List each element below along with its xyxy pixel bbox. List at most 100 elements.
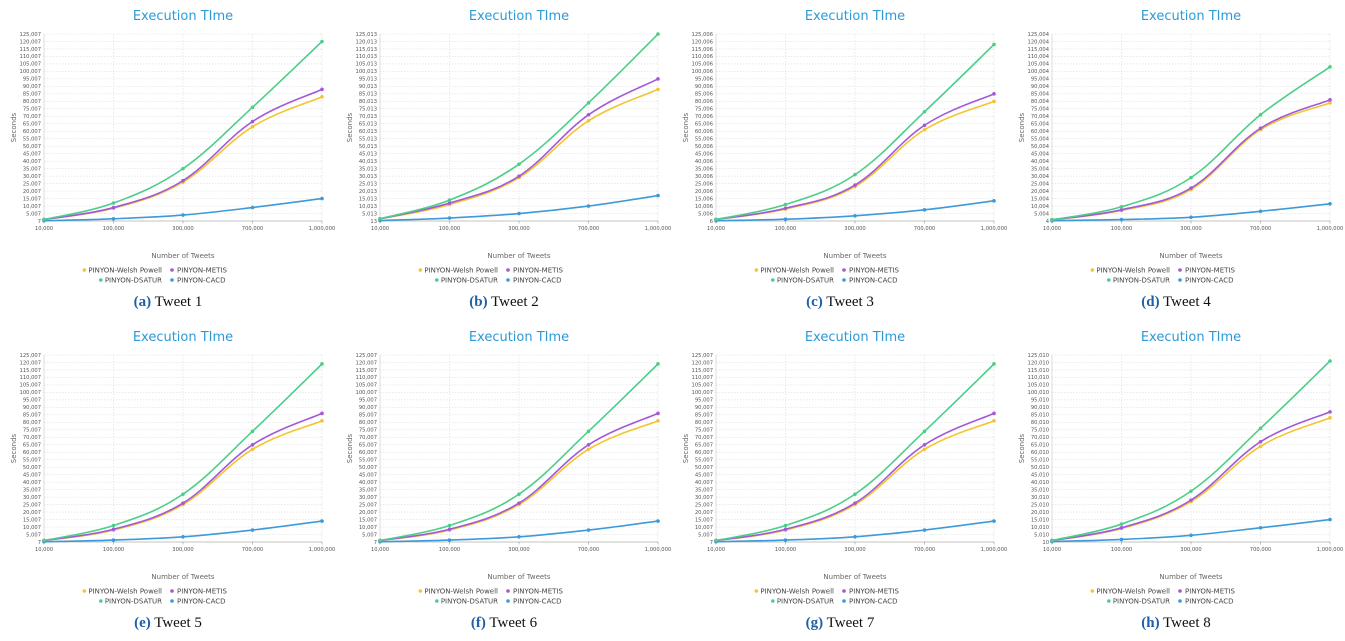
chart-panel: Execution TIme 7 5,007 10,007 15,007 20,007 25… [336, 321, 672, 641]
x-tick-label: 10,000 [371, 547, 389, 553]
y-tick-label: 125,013 [356, 32, 377, 38]
chart-title: Execution TIme [1141, 9, 1241, 24]
legend-marker [842, 278, 846, 282]
legend-entry-label: PINYON-Welsh Powell [424, 266, 498, 274]
y-tick-label: 110,004 [1028, 54, 1050, 60]
y-axis-label: Seconds [10, 433, 18, 463]
x-tick-label: 100,000 [439, 547, 460, 553]
y-tick-label: 105,006 [692, 62, 713, 68]
x-axis-label: Number of Tweets [823, 573, 887, 581]
subfigure-label: (g) [805, 615, 824, 631]
data-point [517, 174, 521, 178]
x-tick-label: 700,000 [914, 547, 935, 553]
x-axis-label: Number of Tweets [823, 252, 887, 260]
y-tick-label: 5,007 [26, 211, 41, 217]
chart-panel: Execution TIme 7 5,007 10,007 15,007 20,007 25… [0, 321, 336, 641]
y-tick-label: 70,010 [1031, 435, 1049, 441]
x-tick-label: 300,000 [1180, 226, 1201, 232]
data-point [853, 501, 857, 505]
data-point [656, 77, 660, 81]
y-tick-label: 105,007 [356, 383, 377, 389]
legend-entry-label: PINYON-METIS [513, 587, 563, 595]
y-tick-label: 90,004 [1031, 84, 1050, 90]
y-tick-label: 50,006 [695, 144, 713, 150]
series-line [43, 420, 323, 542]
data-point [922, 207, 927, 212]
subfigure-label: (a) [133, 294, 152, 310]
data-point [656, 419, 660, 423]
y-tick-label: 75,010 [1031, 428, 1049, 434]
subfigure-caption-text: Tweet 7 [823, 615, 875, 631]
y-tick-label: 6 [710, 219, 713, 225]
y-tick-label: 65,007 [695, 443, 713, 449]
data-point [250, 447, 255, 452]
data-point [783, 202, 788, 207]
y-tick-label: 55,007 [23, 458, 41, 464]
y-tick-label: 10,007 [23, 525, 41, 531]
y-tick-label: 40,004 [1031, 159, 1050, 165]
y-tick-label: 70,006 [695, 114, 713, 120]
y-tick-label: 105,013 [356, 62, 377, 68]
y-tick-label: 25,004 [1031, 181, 1050, 187]
data-point [586, 528, 591, 532]
chart-title: Execution TIme [133, 330, 233, 345]
y-tick-label: 85,007 [23, 92, 41, 98]
legend-marker [1107, 599, 1111, 603]
y-tick-label: 25,007 [23, 502, 41, 508]
y-tick-label: 5,007 [26, 532, 41, 538]
y-tick-label: 75,007 [23, 428, 41, 434]
legend-entry-label: PINYON-DSATUR [441, 276, 498, 284]
legend-entry-label: PINYON-CACD [513, 597, 562, 605]
data-point [42, 217, 46, 222]
data-point [1328, 410, 1332, 414]
data-point [181, 534, 185, 539]
y-tick-label: 80,007 [359, 420, 377, 426]
subfigure-caption: (a) Tweet 1 [0, 294, 336, 311]
data-point [250, 124, 255, 129]
y-tick-label: 35,010 [1031, 487, 1049, 493]
y-tick-label: 20,010 [1031, 510, 1049, 516]
legend-entry-label: PINYON-DSATUR [777, 276, 834, 284]
legend-entry-label: PINYON-CACD [177, 597, 226, 605]
x-tick-label: 100,000 [1111, 226, 1132, 232]
y-tick-label: 65,010 [1031, 443, 1049, 449]
data-point [783, 523, 788, 528]
subfigure-caption-text: Tweet 1 [151, 294, 203, 310]
legend-marker [506, 278, 510, 282]
y-tick-label: 70,007 [359, 435, 377, 441]
y-tick-label: 30,013 [359, 174, 377, 180]
data-point [1258, 426, 1263, 431]
legend-marker [1090, 268, 1095, 272]
y-tick-label: 85,013 [359, 92, 377, 98]
legend-marker [418, 589, 423, 593]
y-tick-label: 25,006 [695, 181, 713, 187]
y-tick-label: 115,006 [692, 47, 713, 53]
y-tick-label: 5,010 [1034, 532, 1049, 538]
y-tick-label: 7 [38, 540, 41, 546]
data-point [656, 519, 660, 523]
data-point [1328, 65, 1332, 69]
y-tick-label: 30,007 [695, 495, 713, 501]
data-point [447, 538, 452, 542]
data-point [1189, 215, 1193, 220]
legend-marker [842, 599, 846, 603]
y-tick-label: 85,004 [1031, 92, 1050, 98]
y-tick-label: 100,007 [356, 390, 377, 396]
y-tick-label: 4 [1046, 219, 1050, 225]
x-tick-label: 1,000,000 [645, 226, 671, 232]
y-tick-label: 120,007 [692, 360, 713, 366]
y-tick-label: 15,004 [1031, 196, 1050, 202]
x-tick-label: 1,000,000 [309, 226, 335, 232]
y-tick-label: 75,007 [23, 107, 41, 113]
data-point [656, 411, 660, 416]
subfigure-label: (b) [469, 294, 488, 310]
subfigure-label: (d) [1141, 294, 1160, 310]
y-tick-label: 15,010 [1031, 517, 1049, 523]
y-axis-label: Seconds [1018, 112, 1026, 142]
legend-entry-label: PINYON-METIS [1185, 266, 1235, 274]
y-tick-label: 55,007 [359, 458, 377, 464]
data-point [992, 519, 996, 523]
subfigure-label: (f) [470, 615, 486, 631]
y-tick-label: 30,007 [23, 495, 41, 501]
